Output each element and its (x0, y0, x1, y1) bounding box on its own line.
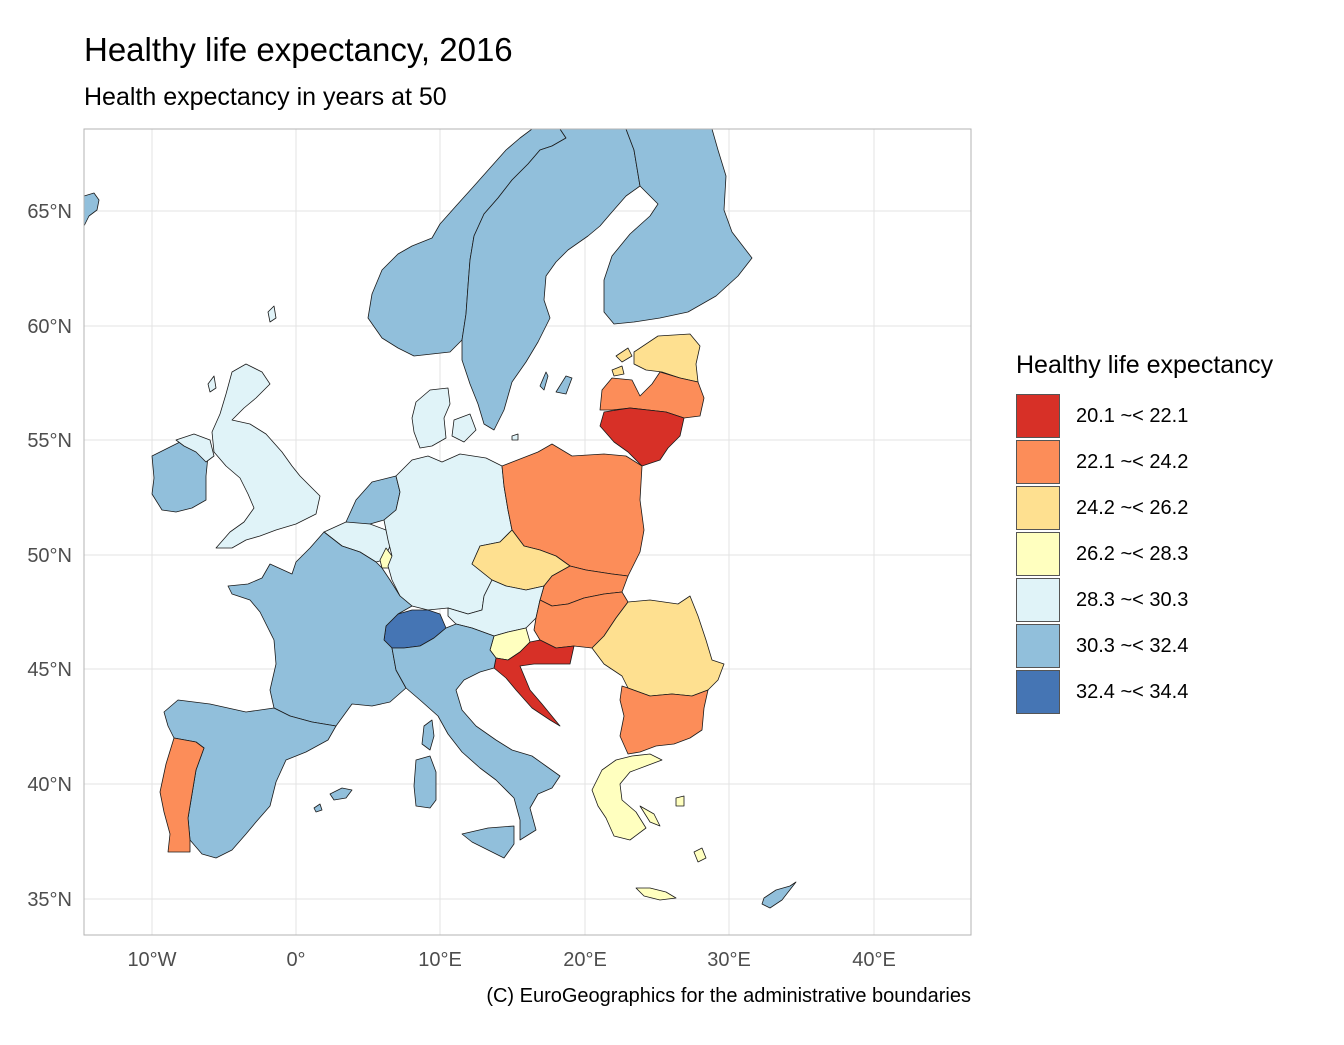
region-northern-ireland (175, 433, 215, 463)
y-tick-label: 40°N (27, 774, 72, 796)
island-ibiza (313, 803, 323, 813)
panel-border (83, 128, 972, 936)
island-shetland (267, 305, 277, 323)
x-tick-label: 40°E (852, 949, 896, 971)
legend-swatch (1016, 624, 1060, 668)
legend-label: 26.2 ~< 28.3 (1076, 542, 1189, 565)
y-tick-label: 50°N (27, 545, 72, 567)
y-tick-label: 65°N (27, 201, 72, 223)
island-saaremaa (611, 365, 625, 377)
region-united-kingdom (211, 363, 321, 549)
legend-item: 20.1 ~< 22.1 (1016, 393, 1273, 439)
x-tick-label: 10°E (418, 949, 462, 971)
y-tick-label: 55°N (27, 430, 72, 452)
legend-swatch (1016, 670, 1060, 714)
legend-label: 20.1 ~< 22.1 (1076, 404, 1189, 427)
legend-label: 30.3 ~< 32.4 (1076, 634, 1189, 657)
island-gotland (555, 375, 573, 395)
legend-swatch (1016, 440, 1060, 484)
x-tick-label: 30°E (707, 949, 751, 971)
legend-swatch (1016, 532, 1060, 576)
y-tick-label: 60°N (27, 316, 72, 338)
legend-item: 28.3 ~< 30.3 (1016, 577, 1273, 623)
countries-layer (84, 129, 797, 909)
chart-title: Healthy life expectancy, 2016 (84, 31, 513, 68)
legend-swatch (1016, 486, 1060, 530)
x-tick-label: 0° (286, 949, 305, 971)
region-sardinia (413, 755, 437, 809)
region-portugal (159, 737, 205, 853)
legend-item: 26.2 ~< 28.3 (1016, 531, 1273, 577)
region-corsica (421, 719, 435, 751)
y-tick-label: 45°N (27, 659, 72, 681)
region-estonia-island (615, 347, 633, 363)
region-iceland (84, 192, 100, 227)
region-sweden (461, 129, 641, 431)
legend-item: 32.4 ~< 34.4 (1016, 669, 1273, 715)
island-hebrides (207, 375, 217, 393)
region-lithuania (599, 407, 685, 467)
island-lesbos (675, 795, 685, 807)
legend-swatch (1016, 394, 1060, 438)
region-italy (391, 623, 561, 841)
region-greece (591, 753, 663, 841)
legend-item: 24.2 ~< 26.2 (1016, 485, 1273, 531)
region-cyprus (761, 881, 797, 909)
chart-subtitle: Health expectancy in years at 50 (84, 83, 447, 111)
legend-item: 22.1 ~< 24.2 (1016, 439, 1273, 485)
legend-label: 32.4 ~< 34.4 (1076, 680, 1189, 703)
legend-title: Healthy life expectancy (1016, 351, 1274, 379)
island-evia (639, 805, 661, 827)
legend-label: 24.2 ~< 26.2 (1076, 496, 1189, 519)
region-finland (603, 129, 753, 325)
legend-label: 22.1 ~< 24.2 (1076, 450, 1189, 473)
region-denmark-zealand (451, 413, 477, 443)
region-croatia (493, 639, 575, 727)
region-denmark (411, 387, 451, 449)
x-tick-label: 10°W (127, 949, 176, 971)
region-crete (635, 887, 677, 901)
legend-item: 30.3 ~< 32.4 (1016, 623, 1273, 669)
island-mallorca (329, 787, 353, 801)
legend-swatch (1016, 578, 1060, 622)
island-rhodes (693, 847, 707, 863)
source-caption: (C) EuroGeographics for the administrati… (486, 985, 971, 1007)
region-sicily (461, 825, 515, 859)
legend-label: 28.3 ~< 30.3 (1076, 588, 1189, 611)
legend: Healthy life expectancy 20.1 ~< 22.1 22.… (1016, 349, 1273, 715)
y-tick-label: 35°N (27, 889, 72, 911)
island-oland (539, 371, 549, 391)
x-axis: 10°W 0° 10°E 20°E 30°E 40°E (127, 949, 895, 971)
island-bornholm (511, 433, 519, 441)
y-axis: 65°N 60°N 55°N 50°N 45°N 40°N 35°N (27, 201, 72, 911)
x-tick-label: 20°E (563, 949, 607, 971)
region-bulgaria (619, 685, 709, 755)
